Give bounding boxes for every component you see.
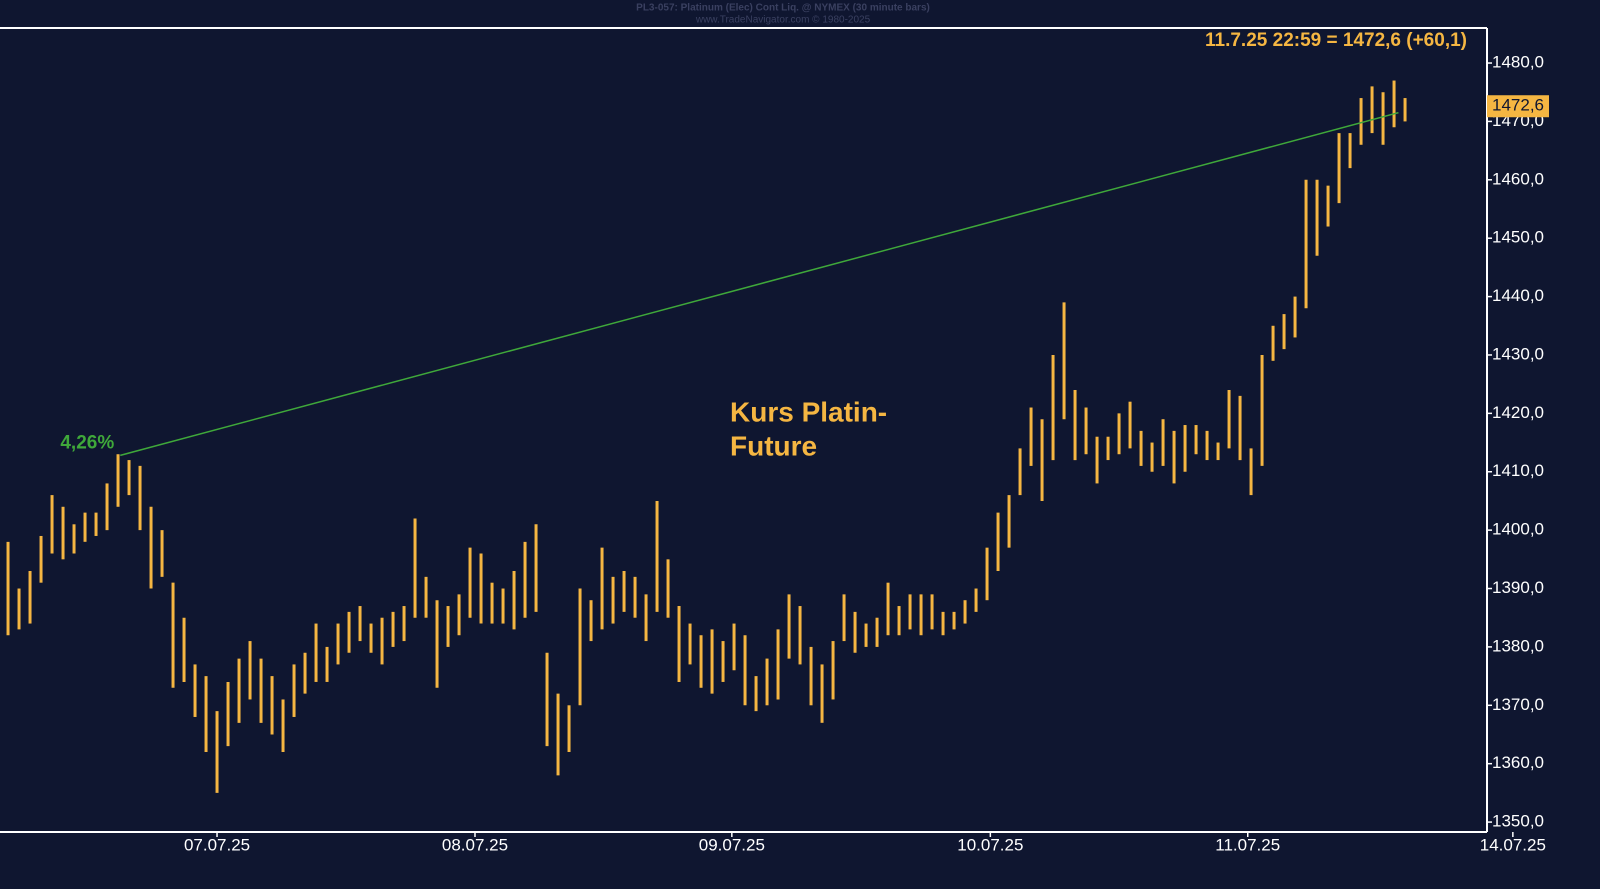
last-price-tag — [1487, 95, 1549, 118]
trendline-label: 4,26% — [60, 432, 114, 453]
headline: 11.7.25 22:59 = 1472,6 (+60,1) — [1205, 30, 1467, 51]
x-tick-label: 08.07.25 — [442, 835, 508, 854]
chart-subtitle: www.TradeNavigator.com © 1980-2025 — [695, 15, 871, 26]
x-tick-label: 09.07.25 — [699, 835, 765, 854]
last-price-label: 1472,6 — [1492, 96, 1544, 115]
x-tick-label: 10.07.25 — [957, 835, 1023, 854]
y-tick-label: 1390,0 — [1492, 578, 1544, 597]
y-tick-label: 1410,0 — [1492, 461, 1544, 480]
y-tick-label: 1420,0 — [1492, 403, 1544, 422]
y-tick-label: 1370,0 — [1492, 695, 1544, 714]
y-tick-label: 1440,0 — [1492, 286, 1544, 305]
x-tick-label: 11.07.25 — [1215, 835, 1280, 854]
annotation: Future — [730, 430, 817, 461]
y-tick-label: 1400,0 — [1492, 520, 1544, 539]
y-tick-label: 1480,0 — [1492, 53, 1544, 72]
y-tick-label: 1450,0 — [1492, 228, 1544, 247]
x-tick-label: 07.07.25 — [184, 835, 250, 854]
y-tick-label: 1350,0 — [1492, 812, 1544, 831]
chart-title: PL3-057: Platinum (Elec) Cont Liq. @ NYM… — [636, 3, 930, 14]
y-tick-label: 1380,0 — [1492, 636, 1544, 655]
annotation: Kurs Platin- — [730, 396, 887, 427]
y-tick-label: 1430,0 — [1492, 344, 1544, 363]
x-tick-label: 14.07.25 — [1480, 835, 1546, 854]
y-tick-label: 1360,0 — [1492, 753, 1544, 772]
y-tick-label: 1460,0 — [1492, 169, 1544, 188]
trendline — [120, 111, 1399, 457]
